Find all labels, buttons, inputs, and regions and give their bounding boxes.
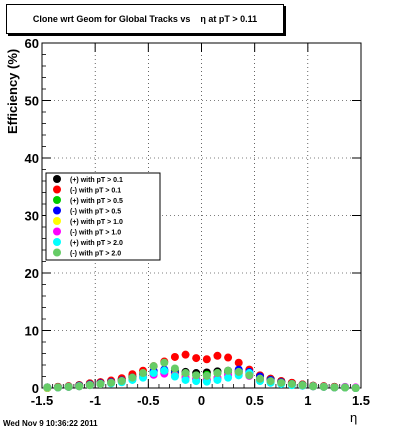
data-point (170, 372, 179, 381)
legend-marker (53, 227, 61, 236)
data-point (202, 377, 211, 386)
data-point (117, 377, 126, 386)
data-point (202, 371, 211, 380)
legend-label: (+) with pT > 0.5 (70, 198, 123, 205)
data-point (298, 381, 307, 390)
data-point (139, 369, 148, 378)
data-point (181, 350, 190, 359)
legend-marker (53, 196, 61, 204)
data-point (351, 384, 360, 392)
data-point (43, 383, 52, 392)
data-point (160, 358, 169, 367)
x-tick-label: 1 (304, 393, 311, 408)
data-point (245, 371, 254, 380)
y-tick-label: 50 (25, 94, 39, 109)
data-point (213, 375, 222, 384)
data-point (149, 362, 158, 371)
y-tick-label: 60 (25, 36, 39, 51)
data-point (330, 383, 339, 392)
data-point (255, 374, 264, 383)
x-tick-label: 1.5 (352, 393, 370, 408)
data-point (170, 364, 179, 373)
data-point (149, 369, 158, 378)
legend-marker (53, 206, 61, 215)
legend-label: (-) with pT > 0.1 (70, 188, 121, 195)
data-point (192, 377, 201, 386)
x-tick-label: -1.5 (31, 393, 53, 408)
data-point (277, 378, 286, 387)
data-point (266, 377, 275, 386)
data-point (341, 383, 350, 392)
data-point (234, 358, 243, 367)
data-point (224, 373, 233, 382)
legend-marker (53, 238, 61, 246)
data-point (181, 375, 190, 384)
data-point (160, 366, 169, 375)
data-point (192, 354, 201, 363)
data-point (234, 367, 243, 376)
data-point (96, 379, 105, 388)
chart-title: Clone wrt Geom for Global Tracks vs η at… (6, 4, 284, 34)
legend-label: (+) with pT > 1.0 (70, 219, 123, 226)
legend-marker (53, 217, 61, 225)
data-point (107, 378, 116, 387)
y-tick-label: 0 (32, 381, 39, 396)
legend-marker (53, 185, 61, 194)
data-point (75, 382, 84, 391)
data-point (202, 355, 211, 364)
data-point (224, 366, 233, 375)
legend-marker (53, 248, 61, 257)
legend-label: (-) with pT > 0.5 (70, 209, 121, 216)
x-tick-label: -0.5 (137, 393, 159, 408)
data-point (287, 379, 296, 388)
legend-box (45, 172, 161, 261)
data-point (192, 371, 201, 380)
y-tick-label: 40 (25, 151, 39, 166)
data-point (181, 369, 190, 378)
legend-label: (-) with pT > 1.0 (70, 230, 121, 237)
data-point (213, 351, 222, 360)
data-point (85, 381, 94, 390)
data-point (170, 352, 179, 361)
x-axis-label: η (350, 410, 358, 425)
data-point (53, 383, 62, 392)
y-axis-label: Efficiency (%) (5, 48, 20, 134)
legend-label: (-) with pT > 2.0 (70, 251, 121, 258)
x-tick-label: 0.5 (246, 393, 264, 408)
data-point (319, 382, 328, 391)
x-tick-label: -1 (89, 393, 101, 408)
x-tick-label: 0 (198, 393, 205, 408)
data-point (224, 353, 233, 362)
timestamp: Wed Nov 9 10:36:22 2011 (3, 419, 98, 428)
y-tick-label: 20 (25, 266, 39, 281)
data-point (213, 369, 222, 378)
legend-label: (+) with pT > 2.0 (70, 240, 123, 247)
legend-marker (53, 175, 61, 183)
data-point (64, 382, 73, 391)
y-tick-label: 30 (25, 209, 39, 224)
legend-label: (+) with pT > 0.1 (70, 177, 123, 184)
data-point (128, 373, 137, 382)
y-tick-label: 10 (25, 324, 39, 339)
data-point (309, 382, 318, 391)
